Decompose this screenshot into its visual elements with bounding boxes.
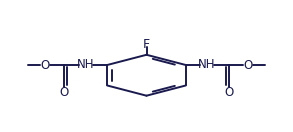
Text: O: O — [243, 58, 253, 72]
Text: O: O — [59, 86, 69, 99]
Text: NH: NH — [77, 58, 95, 71]
Text: O: O — [224, 86, 234, 99]
Text: F: F — [143, 38, 150, 51]
Text: NH: NH — [198, 58, 216, 71]
Text: O: O — [40, 58, 50, 72]
